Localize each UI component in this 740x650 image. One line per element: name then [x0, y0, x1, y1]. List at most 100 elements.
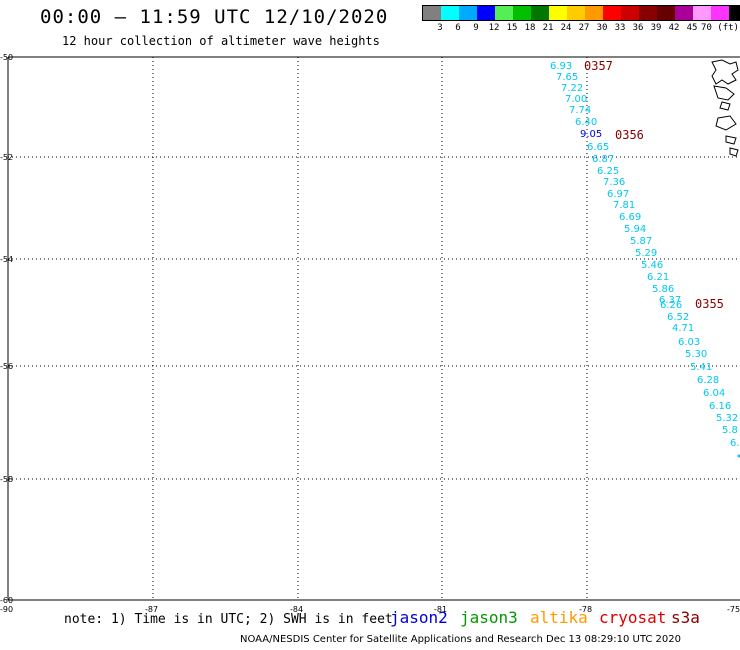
legend-swatch: [513, 6, 531, 20]
wave-height-value: 5.8: [722, 425, 738, 436]
legend-label: 36: [632, 23, 644, 33]
legend-swatch: [711, 6, 729, 20]
wave-height-value: 7.74: [569, 105, 591, 116]
wave-height-value: 6.16: [709, 401, 731, 412]
legend-label: 12: [488, 23, 500, 33]
lat-label: -58: [0, 475, 13, 484]
lat-label: -52: [0, 153, 13, 162]
coastline-islands: [711, 59, 739, 157]
legend-swatch: [585, 6, 603, 20]
pass-time-label: 0355: [695, 297, 724, 311]
wave-height-value: 6.97: [607, 189, 629, 200]
lon-label: -90: [0, 605, 13, 614]
wave-height-value: 7.81: [613, 200, 635, 211]
wave-height-value: 7.00: [565, 94, 587, 105]
island-outline: [719, 101, 731, 111]
legend-label: 18: [524, 23, 536, 33]
wave-height-value: 6.87: [592, 154, 614, 165]
island-outline: [711, 59, 739, 85]
legend-swatch: [603, 6, 621, 20]
wave-height-value: 4.71: [672, 323, 694, 334]
wave-height-value: 5.30: [685, 349, 707, 360]
mission-label-cryosat: cryosat: [599, 608, 667, 627]
track-tail-dot: [737, 454, 740, 458]
wave-height-value: 6.26: [660, 300, 682, 311]
legend-label: 6: [455, 23, 461, 33]
island-outline: [713, 85, 735, 101]
wave-height-value: 5.86: [652, 284, 674, 295]
lon-label: -75: [727, 605, 740, 614]
legend-swatch: [657, 6, 675, 20]
legend-swatch: [567, 6, 585, 20]
mission-label-jason3: jason3: [460, 608, 518, 627]
pass-time-label: 0357: [584, 59, 613, 73]
legend-label: 70 (ft): [701, 23, 739, 33]
legend-swatch: [693, 6, 711, 20]
legend-label: 45: [686, 23, 698, 33]
wave-height-value: 9.05: [580, 129, 602, 140]
legend-swatch: [549, 6, 567, 20]
legend-swatch: [423, 6, 441, 20]
legend-label: 30: [596, 23, 608, 33]
wave-height-value: 7.22: [561, 83, 583, 94]
legend-swatch: [729, 6, 740, 20]
wave-height-value: 5.46: [641, 260, 663, 271]
wave-height-value: 6.52: [667, 312, 689, 323]
wave-height-value: 5.41: [690, 362, 712, 373]
lat-label: -54: [0, 255, 13, 264]
legend-label: 33: [614, 23, 626, 33]
legend-label: 9: [473, 23, 479, 33]
pass-time-label: 0356: [615, 128, 644, 142]
map-grid: [8, 57, 740, 600]
footer-note: note: 1) Time is in UTC; 2) SWH is in fe…: [64, 612, 393, 627]
lon-label: -78: [579, 605, 592, 614]
wave-height-value: 6.65: [587, 142, 609, 153]
wave-height-legend: 3 6 9 12 15 18 21 24 27 30 33 36 39 42 45 70 (ft): [422, 5, 740, 35]
legend-label: 42: [668, 23, 680, 33]
lon-label: -87: [145, 605, 158, 614]
lat-label: -56: [0, 362, 13, 371]
legend-swatch: [675, 6, 693, 20]
legend-label: 27: [578, 23, 590, 33]
legend-swatch: [459, 6, 477, 20]
wave-height-values: 6.937.657.227.007.746.409.05 6.656.876.25…: [550, 61, 740, 458]
map-subtitle: 12 hour collection of altimeter wave hei…: [62, 34, 380, 48]
mission-label-altika: altika: [530, 608, 588, 627]
legend-color-bar: [422, 5, 740, 21]
map-title: 00:00 – 11:59 UTC 12/10/2020: [40, 6, 389, 28]
wave-height-value: 5.87: [630, 236, 652, 247]
lat-label: -50: [0, 53, 13, 62]
wave-height-value: 6.28: [697, 375, 719, 386]
legend-swatch: [495, 6, 513, 20]
legend-swatch: [441, 6, 459, 20]
wave-height-value: 6.37: [659, 295, 681, 306]
legend-swatch: [639, 6, 657, 20]
pass-time-labels: 0357 0356 0355: [584, 59, 724, 311]
legend-label: 39: [650, 23, 662, 33]
wave-height-value: 6.: [730, 438, 740, 449]
wave-height-value: 7.65: [556, 72, 578, 83]
wave-height-value: 5.94: [624, 224, 646, 235]
legend-label: 21: [542, 23, 554, 33]
legend-swatch: [531, 6, 549, 20]
axis-labels: -50 -52 -54 -56 -58 -60-90 -87 -84 -81 -78 -75: [0, 53, 740, 614]
wave-height-value: 5.29: [635, 248, 657, 259]
credit-line: NOAA/NESDIS Center for Satellite Applica…: [240, 634, 682, 645]
map-frame: [7, 56, 740, 601]
legend-swatch: [477, 6, 495, 20]
wave-height-value: 6.21: [647, 272, 669, 283]
legend-swatch: [621, 6, 639, 20]
island-outline: [725, 135, 737, 145]
lon-label: -81: [434, 605, 447, 614]
legend-label: 15: [506, 23, 518, 33]
mission-label-s3a: s3a: [671, 608, 700, 627]
lon-label: -84: [290, 605, 303, 614]
island-outline: [729, 147, 739, 157]
island-outline: [715, 115, 737, 131]
legend-label: 3: [437, 23, 443, 33]
wave-height-value: 5.32: [716, 413, 738, 424]
wave-height-value: 6.04: [703, 388, 725, 399]
mission-label-jason2: jason2: [390, 608, 448, 627]
wave-height-value: 6.93: [550, 61, 572, 72]
